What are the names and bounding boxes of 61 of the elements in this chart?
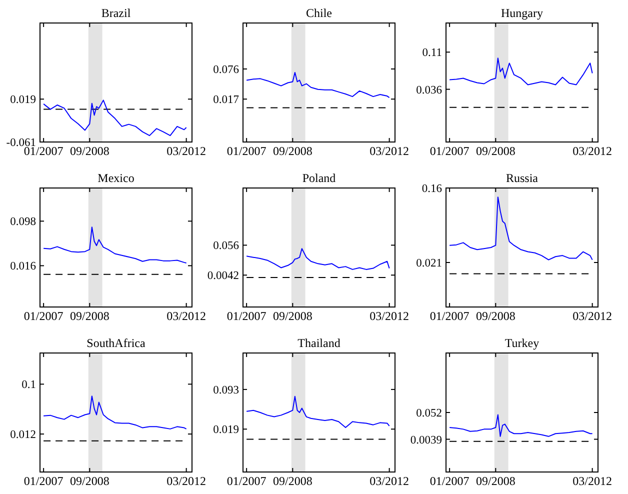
x-tick-label: 09/2008 bbox=[476, 144, 516, 158]
x-tick-label: 09/2008 bbox=[476, 474, 516, 488]
y-tick-label: 0.16 bbox=[422, 183, 442, 196]
x-tick-label: 03/2012 bbox=[370, 474, 409, 488]
chart-title: Thailand bbox=[298, 336, 340, 350]
chart-title: Brazil bbox=[101, 6, 132, 20]
x-tick-label: 09/2008 bbox=[476, 309, 516, 323]
line-series bbox=[43, 226, 187, 264]
y-tick-label: 0.019 bbox=[10, 94, 36, 106]
chart-title: Poland bbox=[302, 171, 336, 185]
y-tick-label: 0.036 bbox=[416, 84, 442, 96]
y-tick-label: 0.019 bbox=[213, 424, 240, 436]
y-tick-label: 0.017 bbox=[213, 94, 240, 106]
y-tick-label: 0.052 bbox=[416, 408, 442, 420]
chart-title: Hungary bbox=[501, 6, 543, 20]
y-tick-label: 0.076 bbox=[213, 64, 240, 76]
line-series bbox=[449, 196, 593, 260]
x-tick-label: 09/2008 bbox=[70, 474, 110, 488]
y-tick-label: 0.056 bbox=[213, 240, 240, 252]
x-tick-label: 01/2007 bbox=[226, 144, 266, 158]
line-series bbox=[246, 72, 390, 98]
y-tick-label: 0.1 bbox=[22, 379, 36, 392]
x-tick-label: 01/2007 bbox=[430, 144, 470, 158]
chart-title: Turkey bbox=[504, 336, 540, 350]
x-tick-label: 09/2008 bbox=[272, 474, 312, 488]
y-tick-label: 0.098 bbox=[10, 216, 36, 228]
y-tick-label: 0.11 bbox=[422, 47, 442, 60]
x-tick-label: 09/2008 bbox=[70, 144, 110, 158]
line-series bbox=[43, 396, 187, 430]
x-tick-label: 03/2012 bbox=[166, 144, 206, 158]
chart-title: Mexico bbox=[98, 171, 134, 185]
y-tick-label: 0.093 bbox=[213, 384, 240, 396]
y-tick-label: 0.012 bbox=[10, 429, 36, 442]
y-tick-label: 0.0042 bbox=[207, 270, 240, 282]
line-series bbox=[43, 100, 187, 136]
x-tick-label: 01/2007 bbox=[430, 474, 470, 488]
chart-title: Chile bbox=[306, 6, 332, 20]
line-series bbox=[246, 248, 390, 270]
x-tick-label: 03/2012 bbox=[166, 309, 206, 323]
x-tick-label: 03/2012 bbox=[370, 144, 409, 158]
x-tick-label: 09/2008 bbox=[272, 309, 312, 323]
x-tick-label: 09/2008 bbox=[70, 309, 110, 323]
chart-title: Russia bbox=[506, 171, 539, 185]
line-series bbox=[449, 58, 593, 86]
chart-title: SouthAfrica bbox=[86, 336, 146, 350]
x-tick-label: 09/2008 bbox=[272, 144, 312, 158]
x-tick-label: 03/2012 bbox=[572, 309, 612, 323]
line-series bbox=[449, 414, 593, 437]
y-tick-label: 0.0039 bbox=[410, 434, 442, 446]
y-tick-label: 0.016 bbox=[10, 260, 36, 273]
x-tick-label: 01/2007 bbox=[226, 309, 266, 323]
x-tick-label: 03/2012 bbox=[572, 144, 612, 158]
x-tick-label: 01/2007 bbox=[430, 309, 470, 323]
x-tick-label: 03/2012 bbox=[370, 309, 409, 323]
x-tick-label: 03/2012 bbox=[572, 474, 612, 488]
x-tick-label: 01/2007 bbox=[24, 309, 64, 323]
x-tick-label: 01/2007 bbox=[226, 474, 266, 488]
y-tick-label: 0.021 bbox=[416, 258, 442, 270]
x-tick-label: 03/2012 bbox=[166, 474, 206, 488]
line-series bbox=[246, 396, 390, 428]
x-tick-label: 01/2007 bbox=[24, 474, 64, 488]
